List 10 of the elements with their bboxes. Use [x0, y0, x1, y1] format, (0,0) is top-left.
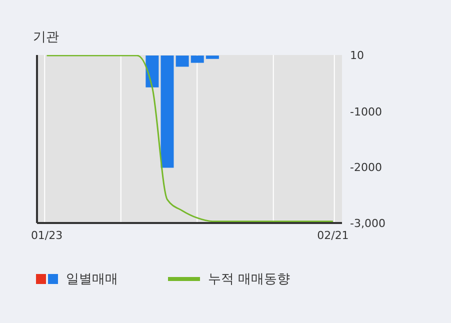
- x-tick-label: 01/23: [30, 228, 63, 242]
- x-tick-label: 02/21: [317, 228, 349, 242]
- y-tick-label: -3,000: [350, 216, 386, 230]
- y-tick-label: -2000: [350, 161, 382, 174]
- line-series: [46, 55, 334, 222]
- legend-label: 누적 매매동향: [208, 271, 290, 288]
- y-tick-label: 10: [350, 48, 364, 62]
- y-tick-label: -1000: [350, 105, 382, 118]
- chart-title: 기관: [33, 29, 59, 46]
- legend-label: 일별매매: [66, 271, 118, 288]
